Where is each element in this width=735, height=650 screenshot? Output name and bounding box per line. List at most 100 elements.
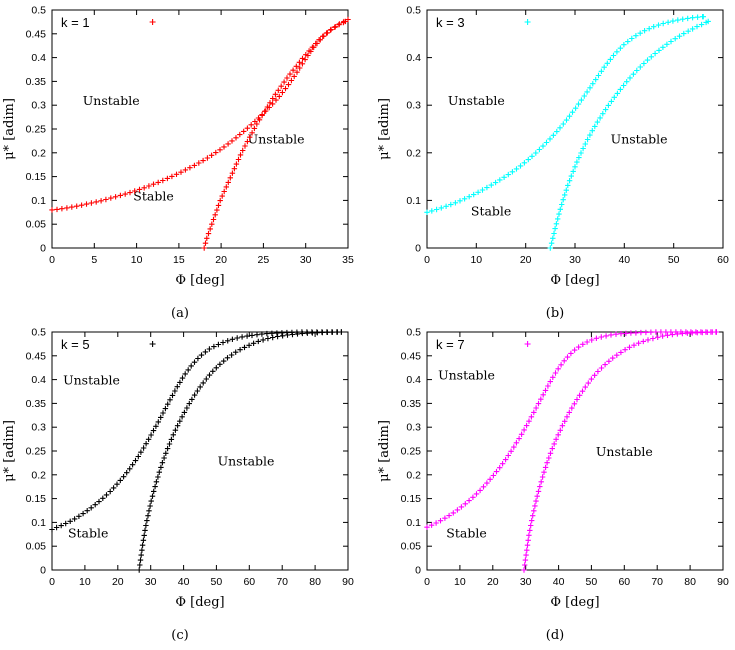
x-tick-label: 90 [342, 576, 354, 588]
region-label: Unstable [448, 93, 505, 108]
x-tick-label: 25 [258, 254, 270, 266]
y-tick-label: 0.45 [26, 350, 47, 362]
y-tick-label: 0.1 [31, 517, 46, 529]
x-tick-label: 10 [470, 254, 482, 266]
x-tick-label: 40 [618, 254, 630, 266]
region-label: Unstable [596, 444, 653, 459]
region-label: Unstable [63, 372, 120, 387]
y-tick-label: 0.4 [31, 374, 46, 386]
y-tick-label: 0 [40, 243, 46, 255]
plot-border [51, 9, 349, 249]
series-upper-boundary-markers [49, 329, 345, 533]
y-tick-label: 0 [415, 565, 421, 577]
y-tick-label: 0.5 [406, 327, 421, 339]
x-tick-label: 30 [520, 576, 532, 588]
y-tick-label: 0.15 [401, 493, 422, 505]
series-upper-boundary-markers [424, 329, 720, 530]
x-tick-label: 30 [145, 576, 157, 588]
y-tick-label: 0 [415, 243, 421, 255]
x-tick-label: 15 [173, 254, 185, 266]
series-lower-boundary-markers [136, 329, 345, 573]
legend-sample-marker [524, 19, 531, 25]
panel-d: 0 10 20 30 40 50 60 70 80 90 0 0.05 0.1 0.15 0.2 0.25 0.… [375, 324, 735, 646]
y-tick-label: 0.45 [26, 28, 47, 40]
legend-key-label: k = 1 [61, 15, 90, 30]
x-tick-label: 20 [112, 576, 124, 588]
y-tick-label: 0.1 [406, 517, 421, 529]
y-tick-label: 0.35 [26, 398, 47, 410]
y-tick-label: 0.05 [26, 219, 47, 231]
chart-c-canvas: 0 10 20 30 40 50 60 70 80 90 0 0.05 0.1 0.15 0.2 0.25 0.… [2, 327, 354, 611]
y-tick-label: 0.05 [401, 541, 422, 553]
x-tick-label: 0 [424, 576, 430, 588]
region-label: Unstable [248, 131, 305, 146]
panel-c: 0 10 20 30 40 50 60 70 80 90 0 0.05 0.1 0.15 0.2 0.25 0.… [0, 324, 360, 646]
y-axis-label: μ* [adim] [2, 420, 17, 482]
legend-key-label: k = 5 [61, 337, 90, 352]
y-tick-label: 0.15 [26, 171, 47, 183]
legend-sample-marker [149, 341, 156, 347]
legend-sample-marker [524, 341, 531, 347]
y-tick-label: 0.35 [401, 398, 422, 410]
chart-d-canvas: 0 10 20 30 40 50 60 70 80 90 0 0.05 0.1 0.15 0.2 0.25 0.… [377, 327, 729, 611]
region-label: Unstable [218, 453, 275, 468]
legend-key-label: k = 7 [436, 337, 465, 352]
y-tick-label: 0.25 [26, 446, 47, 458]
x-tick-label: 35 [342, 254, 354, 266]
y-tick-label: 0.45 [401, 350, 422, 362]
y-tick-label: 0.5 [406, 5, 421, 17]
series-lower-boundary-markers [521, 329, 720, 573]
x-tick-label: 90 [717, 576, 729, 588]
panel-a: 0 5 10 15 20 25 30 35 0 0.05 0.1 0.15 0.2 0.25 0.3 0.35… [0, 2, 360, 324]
region-label: Unstable [611, 131, 668, 146]
legend-sample-marker [149, 19, 156, 25]
y-tick-label: 0.3 [31, 100, 46, 112]
x-tick-label: 40 [553, 576, 565, 588]
y-tick-label: 0.2 [31, 469, 46, 481]
y-tick-label: 0.3 [406, 100, 421, 112]
y-tick-label: 0.35 [26, 76, 47, 88]
x-tick-label: 0 [49, 576, 55, 588]
y-tick-label: 0.3 [31, 422, 46, 434]
y-tick-label: 0.2 [406, 147, 421, 159]
y-tick-label: 0 [40, 565, 46, 577]
x-tick-label: 20 [487, 576, 499, 588]
y-tick-label: 0.2 [31, 147, 46, 159]
x-tick-label: 0 [424, 254, 430, 266]
x-tick-label: 30 [300, 254, 312, 266]
x-tick-label: 10 [79, 576, 91, 588]
x-tick-label: 5 [91, 254, 97, 266]
panel-b: 0 10 20 30 40 50 60 0 0.1 0.2 0.3 0.4 0.5 Φ [deg] μ* [… [375, 2, 735, 324]
x-tick-label: 80 [309, 576, 321, 588]
x-tick-label: 80 [684, 576, 696, 588]
region-label: Stable [68, 526, 108, 541]
y-tick-label: 0.4 [31, 52, 46, 64]
chart-b-canvas: 0 10 20 30 40 50 60 0 0.1 0.2 0.3 0.4 0.5 Φ [deg] μ* [… [377, 5, 729, 289]
caption-b: (b) [545, 306, 565, 321]
series-lower-boundary-markers [201, 18, 349, 251]
legend-key-label: k = 3 [436, 15, 465, 30]
x-tick-label: 10 [454, 576, 466, 588]
y-tick-label: 0.25 [401, 446, 422, 458]
y-tick-label: 0.5 [31, 327, 46, 339]
y-tick-label: 0.1 [31, 195, 46, 207]
x-axis-label: Φ [deg] [175, 273, 224, 288]
x-tick-label: 70 [276, 576, 288, 588]
x-tick-label: 60 [717, 254, 729, 266]
y-axis-label: μ* [adim] [377, 420, 392, 482]
y-tick-label: 0.1 [406, 195, 421, 207]
caption-c: (c) [171, 628, 189, 643]
x-tick-label: 10 [131, 254, 143, 266]
y-tick-label: 0.2 [406, 469, 421, 481]
caption-d: (d) [545, 628, 565, 643]
y-tick-label: 0.15 [26, 493, 47, 505]
series-upper-boundary-markers [49, 16, 351, 213]
x-tick-label: 20 [520, 254, 532, 266]
x-axis-label: Φ [deg] [175, 595, 224, 610]
y-axis-label: μ* [adim] [2, 98, 17, 160]
y-tick-label: 0.3 [406, 422, 421, 434]
x-axis-label: Φ [deg] [550, 273, 599, 288]
region-label: Unstable [438, 368, 495, 383]
x-tick-label: 50 [668, 254, 680, 266]
